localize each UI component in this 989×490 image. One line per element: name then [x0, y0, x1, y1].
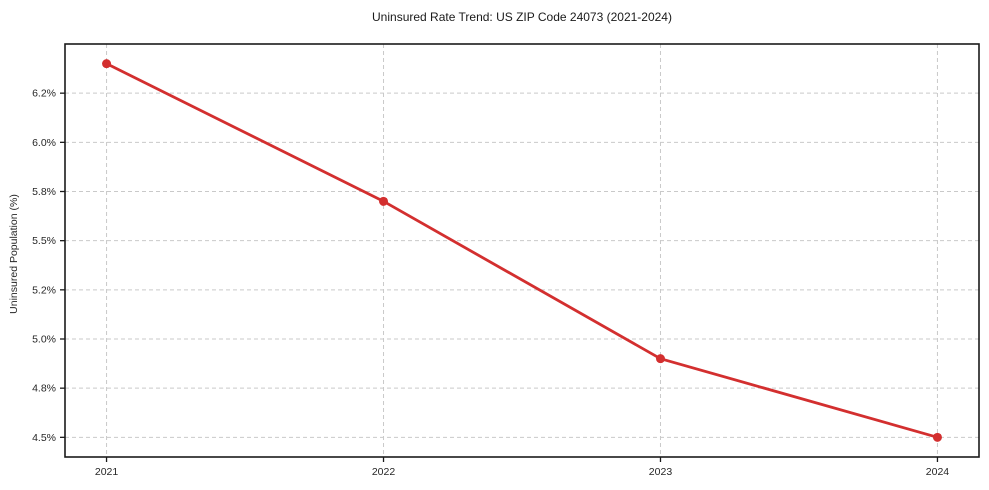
y-tick-label: 6.0% — [32, 137, 56, 149]
y-tick-label: 6.2% — [32, 88, 56, 100]
x-tick-label: 2024 — [926, 466, 950, 478]
y-tick-label: 5.2% — [32, 284, 56, 296]
data-point — [932, 432, 942, 442]
data-point — [655, 354, 665, 364]
y-tick-label: 4.8% — [32, 383, 56, 395]
data-point — [379, 196, 389, 206]
y-tick-label: 4.5% — [32, 432, 56, 444]
x-tick-label: 2023 — [649, 466, 673, 478]
plot-border — [64, 43, 980, 458]
data-point — [102, 59, 112, 69]
trend-line — [105, 62, 939, 439]
y-tick-label: 5.5% — [32, 235, 56, 247]
chart-title: Uninsured Rate Trend: US ZIP Code 24073 … — [372, 10, 672, 24]
x-tick-label: 2021 — [95, 466, 119, 478]
x-tick-label: 2022 — [372, 466, 396, 478]
y-tick-label: 5.0% — [32, 334, 56, 346]
y-tick-label: 5.8% — [32, 186, 56, 198]
